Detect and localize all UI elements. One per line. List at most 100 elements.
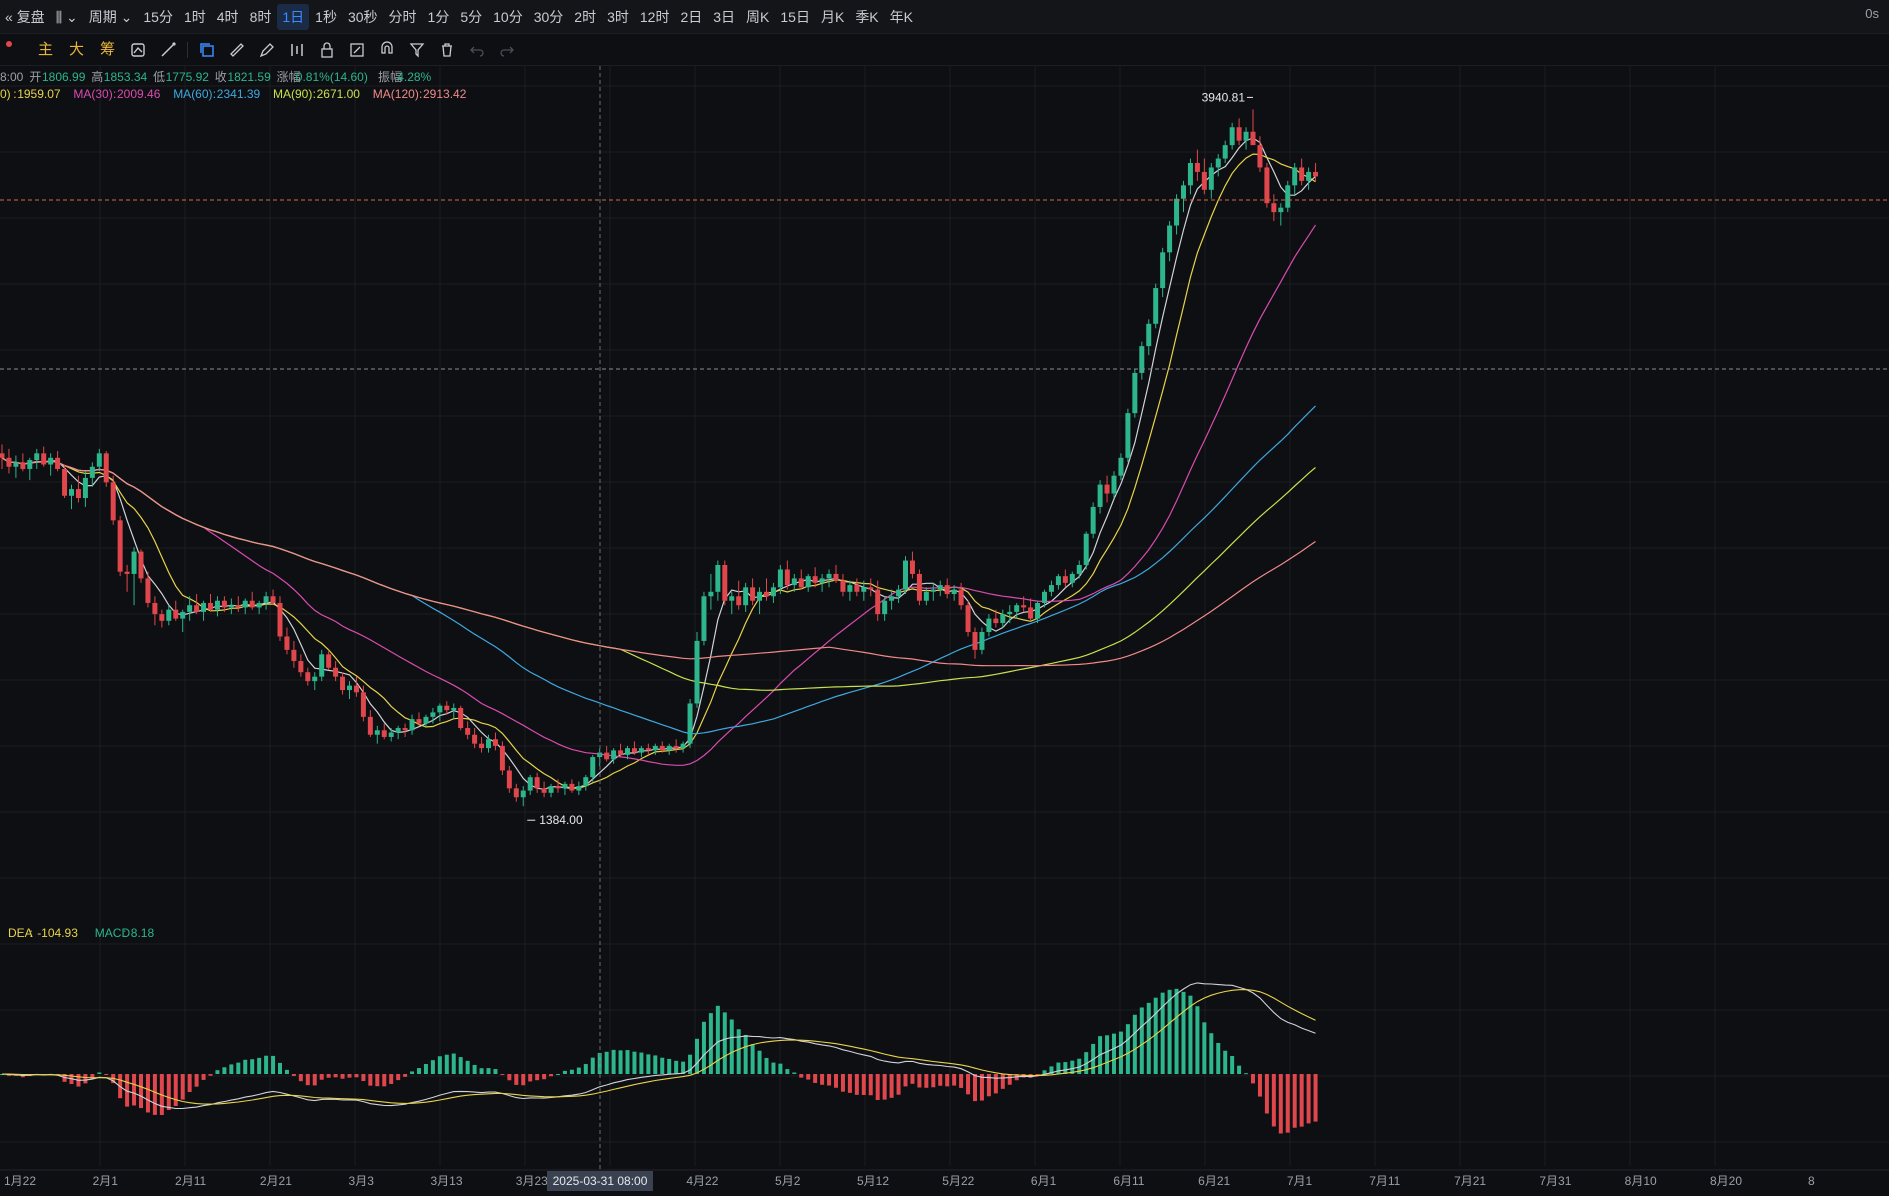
chart-grid (0, 66, 1889, 1166)
candle-body (291, 649, 297, 662)
draw-line-icon[interactable] (153, 38, 183, 62)
bars-icon[interactable] (282, 38, 312, 62)
interval-button[interactable]: 1日 (277, 3, 310, 30)
candle-body (1042, 591, 1047, 603)
interval-button[interactable]: 15分 (143, 8, 173, 25)
candle-body (791, 578, 797, 586)
candle-body (506, 770, 512, 789)
chip-indicator-button[interactable]: 筹 (100, 40, 116, 58)
candle-body (395, 728, 401, 733)
candle-body (6, 457, 12, 467)
interval-button[interactable]: 15日 (780, 8, 810, 25)
macd-bar (556, 1073, 560, 1075)
x-tick-label: 4月22 (686, 1174, 718, 1188)
macd-bar (90, 1074, 95, 1079)
interval-button[interactable]: 30秒 (347, 8, 378, 25)
ma-legend-value: 1959.07 (17, 87, 61, 101)
macd-bar (1160, 992, 1165, 1074)
candle-body (826, 573, 832, 579)
big-indicator-button[interactable]: 大 (69, 40, 85, 58)
candle-body (1097, 484, 1103, 507)
candle-body (173, 609, 179, 619)
interval-button[interactable]: 12时 (639, 8, 670, 25)
interval-button[interactable]: 3日 (713, 8, 736, 25)
copy-icon[interactable] (192, 38, 222, 62)
redo-icon[interactable] (492, 38, 522, 62)
period-dropdown[interactable]: 周期 ⌄ (84, 4, 138, 30)
lock-icon[interactable] (312, 38, 342, 62)
candle-body (903, 560, 908, 590)
candle-body (117, 520, 123, 572)
interval-button[interactable]: 1时 (183, 8, 206, 25)
macd-bar (993, 1074, 998, 1094)
interval-button[interactable]: 4时 (216, 8, 239, 25)
candle-body (638, 748, 644, 753)
ma60-line (1, 405, 1316, 735)
macd-bar (187, 1074, 192, 1093)
top-toolbar: « 复盘 ⫼ ⌄ 周期 ⌄ 15分 1时 4时 8时 1日 1秒 30秒 分时 1分 5分 10分 3… (0, 0, 1889, 34)
candle-body (1028, 607, 1034, 619)
macd-bar (152, 1074, 157, 1115)
undo-icon[interactable] (462, 38, 492, 62)
macd-bar (396, 1074, 401, 1081)
candle-body (527, 777, 533, 791)
ma-legend-colon: : (13, 87, 16, 101)
candle-body (909, 560, 915, 574)
interval-button[interactable]: 8时 (249, 8, 272, 25)
macd-bar (83, 1074, 88, 1084)
macd-bar (1209, 1033, 1214, 1074)
candle-body (437, 705, 443, 713)
candle-body (1229, 127, 1235, 146)
edit-icon[interactable] (342, 38, 372, 62)
macd-bar (1049, 1066, 1054, 1074)
interval-button[interactable]: 分时 (388, 8, 417, 25)
macd-bar (229, 1064, 234, 1074)
candle-body (1132, 372, 1138, 414)
interval-button[interactable]: 周K (746, 8, 770, 25)
interval-button[interactable]: 5分 (460, 8, 483, 25)
magnet-icon[interactable] (372, 38, 402, 62)
ruler-icon[interactable] (222, 38, 252, 62)
candle-body (353, 685, 359, 693)
interval-button[interactable]: 3时 (607, 8, 629, 25)
macd-bar (847, 1074, 852, 1093)
interval-button[interactable]: 月K (820, 8, 845, 25)
candle-body (652, 745, 658, 751)
candle-body (798, 578, 804, 588)
candle-body (110, 482, 116, 521)
filter-icon[interactable] (402, 38, 432, 62)
candle-body (1187, 163, 1193, 186)
candle-body (604, 752, 610, 760)
interval-button[interactable]: 30分 (533, 8, 564, 25)
main-indicator-button[interactable]: 主 (38, 40, 54, 58)
macd-bar (625, 1050, 630, 1074)
candle-body (1250, 131, 1256, 146)
chart-type-button[interactable]: ⫼ ⌄ (51, 4, 83, 30)
macd-bar (1070, 1060, 1075, 1074)
chevron-down-icon: ⌄ (66, 8, 78, 25)
interval-button[interactable]: 2日 (680, 8, 703, 25)
indicator-toggle-icon[interactable] (123, 38, 153, 62)
interval-button[interactable]: 季K (855, 8, 879, 25)
macd-bar (444, 1054, 449, 1074)
candle-body (62, 468, 68, 496)
ohlc-legend-item: 收 (215, 70, 227, 84)
candle-body (145, 578, 151, 603)
trash-icon[interactable] (432, 38, 462, 62)
interval-button[interactable]: 1分 (427, 8, 450, 25)
price-chart[interactable]: 3940.81 1384.00 8:00 开 1806.99 高 1853.34 低 1775… (0, 66, 1889, 1196)
x-tick-label: 8月10 (1625, 1174, 1657, 1188)
ohlc-legend-item: 0.81%(14.60) (296, 70, 368, 84)
interval-button[interactable]: 1秒 (315, 8, 337, 25)
interval-button[interactable]: 年K (889, 8, 913, 25)
interval-button[interactable]: 10分 (493, 8, 523, 25)
candle-body (541, 788, 547, 793)
candle-body (631, 748, 637, 753)
back-button[interactable]: « 复盘 (0, 4, 50, 30)
record-dot-icon[interactable] (0, 38, 30, 62)
candle-body (1313, 171, 1319, 177)
interval-button[interactable]: 2时 (574, 8, 597, 25)
candle-body (492, 739, 498, 746)
candle-body (534, 777, 540, 789)
pen-icon[interactable] (252, 38, 282, 62)
